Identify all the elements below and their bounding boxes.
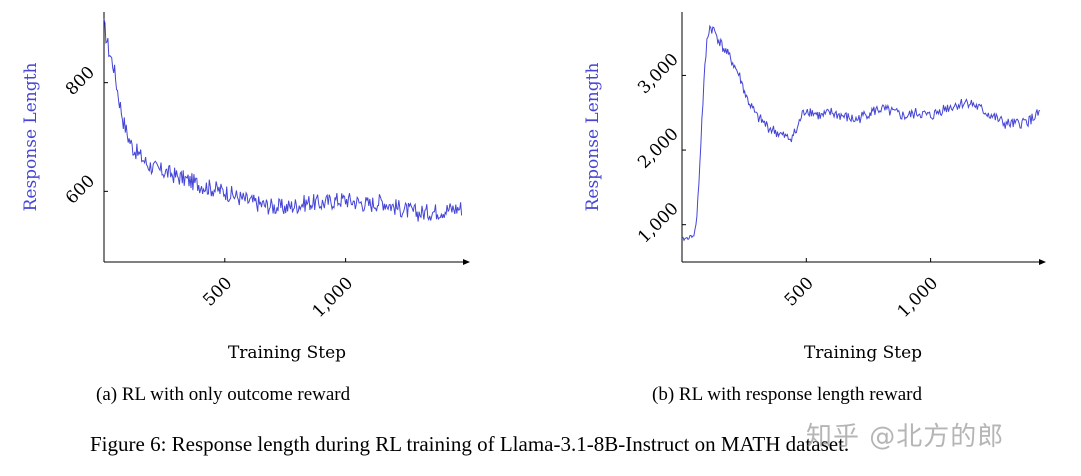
- figure-caption: Figure 6: Response length during RL trai…: [90, 432, 850, 456]
- panel-a-y-axis-label: Response Length: [21, 63, 41, 212]
- panel-a-series-line: [103, 18, 463, 222]
- panel-b-y-axis-label: Response Length: [583, 63, 603, 212]
- panel-b-y-tick-label: 1,000: [634, 199, 683, 248]
- panel-a-caption: (a) RL with only outcome reward: [96, 384, 351, 405]
- panel-b-caption: (b) RL with response length reward: [652, 384, 922, 405]
- panel-a-x-axis-label: Training Step: [228, 343, 346, 363]
- panel-b-y-tick-label: 2,000: [634, 124, 683, 173]
- chart-panel-b: 500 1,000 1,000 2,000 3,000 Training Step Re…: [583, 12, 1046, 363]
- panel-b-x-axis-label: Training Step: [804, 343, 922, 363]
- panel-b-y-tick-label: 3,000: [634, 50, 683, 99]
- panel-a-x-tick-label: 500: [199, 273, 236, 310]
- panel-b-x-tick-label: 500: [781, 273, 818, 310]
- panel-a-y-tick-label: 600: [62, 171, 99, 208]
- watermark: 知乎 @北方的郎: [806, 422, 1005, 452]
- chart-panel-a: 500 1,000 600 800 Training Step Response Le…: [21, 12, 470, 363]
- panel-a-y-tick-label: 800: [62, 63, 99, 100]
- panel-b-x-axis-arrow: [1039, 259, 1046, 265]
- panel-b-x-tick-label: 1,000: [894, 273, 943, 322]
- panel-a-x-tick-label: 1,000: [309, 273, 358, 322]
- panel-a-x-axis-arrow: [463, 259, 470, 265]
- panel-b-series-line: [681, 24, 1041, 242]
